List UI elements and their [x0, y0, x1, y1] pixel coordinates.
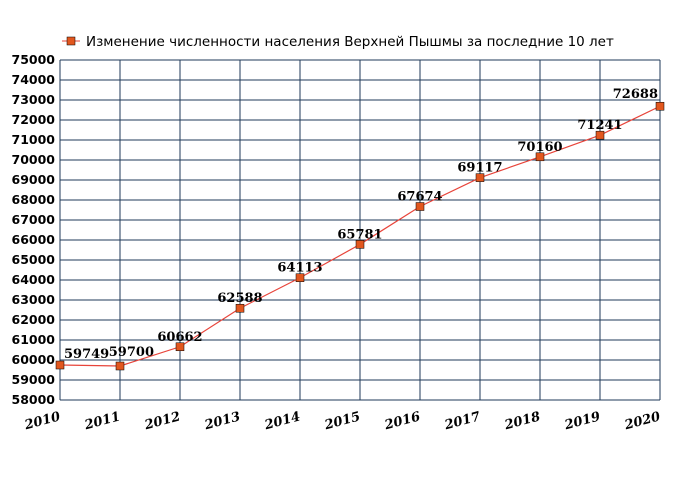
data-point-marker — [355, 240, 365, 249]
data-point-marker — [235, 303, 245, 313]
x-tick-label: 2015 — [322, 409, 362, 433]
data-label: 62588 — [217, 291, 262, 306]
data-point-marker — [475, 173, 485, 182]
data-point-marker — [415, 202, 425, 211]
data-label: 60662 — [157, 330, 202, 345]
y-tick-label: 66000 — [12, 232, 56, 247]
x-tick-label: 2014 — [262, 409, 302, 433]
y-tick-label: 67000 — [12, 212, 56, 227]
y-tick-label: 75000 — [12, 52, 56, 67]
data-label: 59749 — [64, 347, 109, 362]
y-tick-label: 59000 — [12, 372, 56, 387]
data-point-marker — [535, 152, 545, 162]
y-axis-ticks: 58000 59000 60000 61000 62000 63000 64000 65000… — [12, 52, 56, 407]
data-label: 71241 — [577, 118, 622, 133]
data-label: 65781 — [337, 227, 382, 242]
data-point-marker — [115, 361, 125, 371]
x-tick-label: 2016 — [382, 409, 422, 433]
y-tick-label: 72000 — [12, 112, 56, 127]
x-tick-label: 2020 — [622, 409, 662, 433]
x-axis-ticks: 2010 2011 2012 2013 2014 2015 2016 2017 2018 2019… — [22, 409, 662, 433]
y-tick-label: 62000 — [12, 312, 56, 327]
series-population — [55, 101, 665, 371]
grid — [59, 59, 661, 401]
y-tick-label: 68000 — [12, 192, 56, 207]
data-label: 67674 — [397, 190, 442, 205]
data-point-marker — [55, 360, 65, 370]
x-tick-label: 2017 — [442, 409, 482, 433]
y-tick-label: 73000 — [12, 92, 56, 107]
y-tick-label: 60000 — [12, 352, 56, 367]
y-tick-label: 58000 — [12, 392, 56, 407]
data-point-marker — [595, 130, 605, 140]
y-tick-label: 69000 — [12, 172, 56, 187]
data-point-marker — [175, 342, 185, 352]
data-point-marker — [295, 273, 305, 282]
x-tick-label: 2019 — [562, 409, 602, 433]
y-tick-label: 63000 — [12, 292, 56, 307]
y-tick-label: 61000 — [12, 332, 56, 347]
y-tick-label: 65000 — [12, 252, 56, 267]
x-tick-label: 2011 — [82, 409, 122, 433]
y-tick-label: 71000 — [12, 132, 56, 147]
data-label: 70160 — [517, 140, 562, 155]
x-tick-label: 2012 — [142, 409, 182, 433]
x-tick-label: 2013 — [202, 409, 242, 433]
y-tick-label: 70000 — [12, 152, 56, 167]
x-tick-label: 2010 — [22, 409, 62, 433]
data-label: 59700 — [109, 345, 154, 360]
data-label: 69117 — [457, 161, 502, 176]
data-label: 64113 — [277, 261, 322, 276]
y-tick-label: 74000 — [12, 72, 56, 87]
y-tick-label: 64000 — [12, 272, 56, 287]
legend-marker-swatch — [66, 36, 76, 46]
legend-label: Изменение численности населения Верхней … — [86, 34, 614, 50]
legend: Изменение численности населения Верхней … — [62, 34, 614, 50]
data-label: 72688 — [613, 87, 658, 102]
data-point-marker — [655, 101, 665, 111]
x-tick-label: 2018 — [502, 409, 542, 433]
